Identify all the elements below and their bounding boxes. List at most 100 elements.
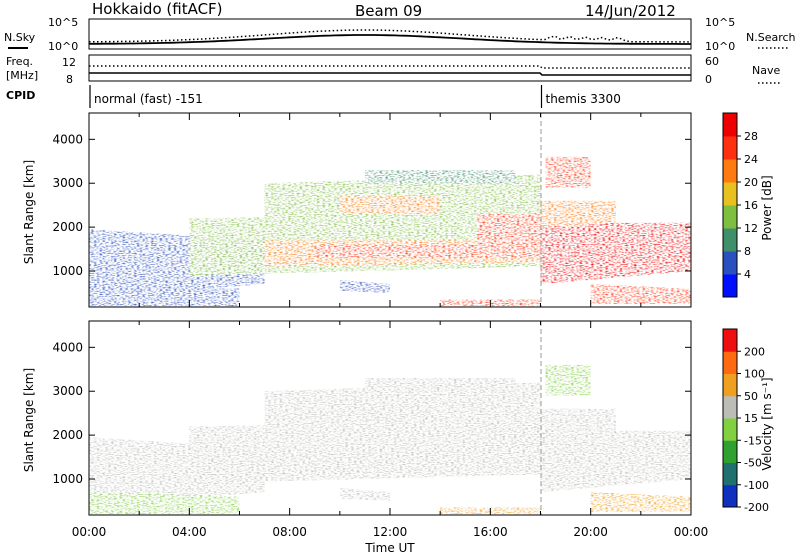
- power-panel: 1000 2000 3000 4000 Slant Range [km] 4 8 12 16…: [22, 112, 774, 308]
- colorbar-tick-label: 100: [744, 368, 765, 381]
- colorbar-swatch: [723, 228, 737, 252]
- noise-tick-low-right: 10^0: [705, 40, 735, 53]
- echo-layer: [89, 364, 691, 515]
- y-tick-label: 4000: [52, 340, 83, 354]
- echo-band: [477, 421, 541, 453]
- echo-band: [339, 404, 441, 422]
- y-tick-label: 2000: [52, 220, 83, 234]
- freq-label-line1: Freq.: [6, 55, 33, 68]
- velocity-ylabel: Slant Range [km]: [22, 368, 36, 472]
- echo-band: [339, 196, 441, 214]
- echo-band: [364, 378, 516, 392]
- colorbar-tick-label: 20: [744, 176, 758, 189]
- colorbar-swatch: [723, 373, 737, 397]
- colorbar-tick-label: 4: [744, 268, 751, 281]
- colorbar-swatch: [723, 395, 737, 419]
- colorbar-tick-label: 28: [744, 130, 758, 143]
- power-ylabel: Slant Range [km]: [22, 160, 36, 264]
- colorbar-tick-label: -50: [744, 457, 762, 470]
- colorbar-tick-label: 12: [744, 222, 758, 235]
- velocity-heatmap: [89, 364, 691, 515]
- echo-band: [545, 364, 591, 396]
- x-axis-label: Time UT: [364, 541, 415, 554]
- freq-tick-high: 12: [62, 56, 76, 69]
- echo-band: [540, 222, 691, 285]
- cpid-segments: normal (fast) -151 themis 3300: [89, 85, 621, 108]
- colorbar-swatch: [723, 484, 737, 508]
- nsearch-trace: [88, 29, 692, 43]
- colorbar-swatch: [723, 113, 737, 137]
- y-tick-label: 2000: [52, 428, 83, 442]
- colorbar-swatch: [723, 274, 737, 298]
- y-tick-label: 3000: [52, 176, 83, 190]
- x-tick-label: 12:00: [373, 525, 408, 539]
- echo-band: [590, 284, 691, 304]
- nave-tick-high: 60: [705, 55, 719, 68]
- power-colorbar: 4 8 12 16 20 24 28: [722, 112, 758, 298]
- date-title: 14/Jun/2012: [585, 2, 676, 20]
- station-title: Hokkaido (fitACF): [92, 0, 223, 18]
- nave-label: Nave: [752, 64, 780, 77]
- colorbar-tick-label: -100: [744, 479, 769, 492]
- colorbar-swatch: [723, 351, 737, 374]
- colorbar-swatch: [723, 418, 737, 441]
- echo-band: [364, 170, 516, 184]
- freq-label-line2: [MHz]: [6, 69, 38, 82]
- power-colorbar-label: Power [dB]: [760, 175, 774, 240]
- cpid-label: CPID: [6, 89, 35, 102]
- noise-tick-low-left: 10^0: [48, 40, 78, 53]
- colorbar-swatch: [723, 329, 737, 352]
- y-tick-label: 3000: [52, 384, 83, 398]
- freq-strip-frame: [88, 54, 692, 82]
- cpid-segment-label: themis 3300: [546, 92, 621, 106]
- colorbar-tick-label: -200: [744, 501, 769, 514]
- echo-band: [339, 279, 390, 293]
- velocity-colorbar: 200 100 50 15 -15 -50 -100 -200: [722, 328, 769, 514]
- echo-band: [590, 492, 691, 512]
- x-tick-label: 04:00: [172, 525, 207, 539]
- echo-band: [477, 213, 541, 245]
- colorbar-swatch: [723, 205, 737, 229]
- colorbar-tick-label: 24: [744, 153, 758, 166]
- colorbar-swatch: [723, 159, 737, 183]
- colorbar-tick-label: -15: [744, 434, 762, 447]
- noise-tick-high-left: 10^5: [48, 16, 78, 29]
- x-tick-label: 00:00: [674, 525, 709, 539]
- nsky-label: N.Sky: [4, 31, 36, 44]
- y-tick-label: 1000: [52, 264, 83, 278]
- echo-band: [89, 284, 240, 307]
- echo-band: [339, 487, 390, 501]
- echo-band: [314, 244, 541, 258]
- nsky-trace: [89, 34, 691, 45]
- nave-tick-low: 0: [705, 73, 712, 86]
- echo-band: [545, 156, 591, 188]
- colorbar-tick-label: 8: [744, 245, 751, 258]
- x-tick-label: 16:00: [473, 525, 508, 539]
- freq-tick-low: 8: [66, 73, 73, 86]
- freq-trace: [89, 72, 691, 76]
- power-axes: 1000 2000 3000 4000: [52, 113, 692, 307]
- y-tick-label: 1000: [52, 472, 83, 486]
- x-tick-label: 20:00: [573, 525, 608, 539]
- echo-layer: [89, 156, 691, 307]
- beam-title: Beam 09: [355, 2, 422, 20]
- colorbar-swatch: [723, 440, 737, 463]
- x-tick-label: 08:00: [272, 525, 307, 539]
- colorbar-swatch: [723, 136, 737, 160]
- cpid-segment-label: normal (fast) -151: [94, 92, 203, 106]
- colorbar-tick-label: 50: [744, 390, 758, 403]
- y-tick-label: 4000: [52, 132, 83, 146]
- echo-band: [314, 452, 541, 466]
- noise-tick-high-right: 10^5: [705, 16, 735, 29]
- echo-band: [540, 408, 616, 436]
- echo-band: [89, 492, 240, 515]
- nave-trace: [89, 65, 691, 69]
- echo-band: [540, 430, 691, 493]
- power-heatmap: [89, 156, 691, 307]
- nsearch-label: N.Search: [746, 31, 796, 44]
- velocity-panel: 1000 2000 3000 4000 Slant Range [km] 200 100…: [22, 320, 774, 516]
- x-tick-label: 00:00: [72, 525, 107, 539]
- echo-band: [540, 200, 616, 228]
- noise-strip-frame: [88, 18, 692, 50]
